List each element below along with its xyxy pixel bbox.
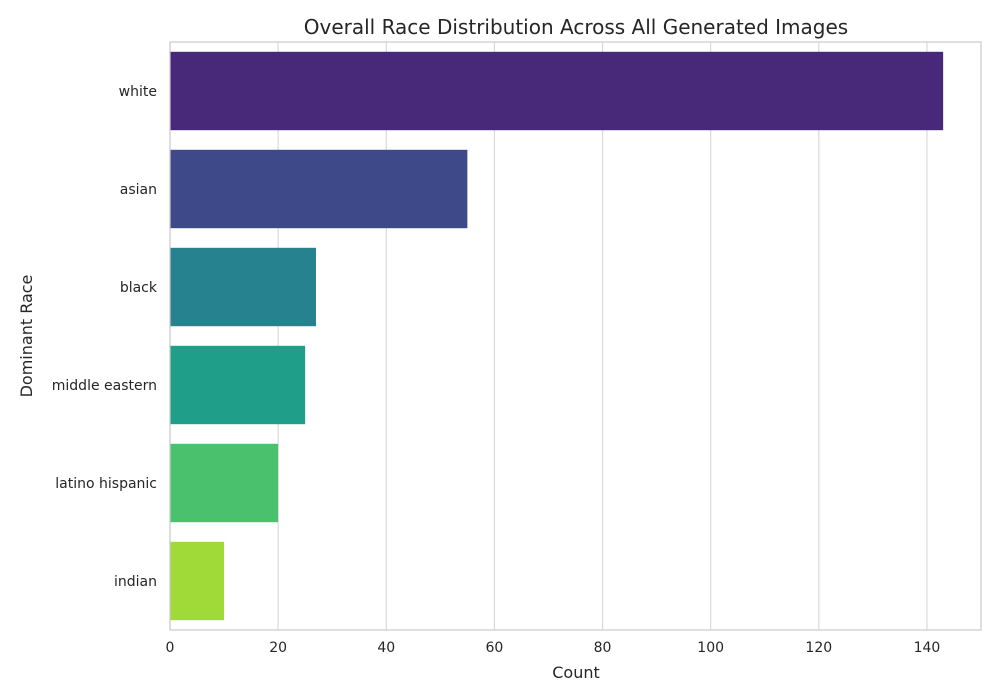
plot-frame: [169, 41, 982, 631]
chart-title: Overall Race Distribution Across All Gen…: [304, 15, 848, 39]
y-tick-label-white: white: [119, 84, 157, 100]
y-tick-label-asian: asian: [120, 182, 157, 198]
x-tick-label-40: 40: [377, 640, 395, 656]
x-axis-label: Count: [552, 663, 600, 682]
bar-asian: [170, 149, 468, 229]
bar-white: [170, 51, 944, 131]
x-tick-label-20: 20: [269, 640, 287, 656]
bar-latino-hispanic: [170, 443, 279, 523]
x-tick-label-100: 100: [697, 640, 724, 656]
x-tick-label-120: 120: [805, 640, 832, 656]
grid-lines: [169, 42, 928, 630]
bar-black: [170, 247, 316, 327]
y-tick-label-black: black: [120, 280, 158, 296]
bar-middle-eastern: [170, 345, 306, 425]
y-tick-label-latino-hispanic: latino hispanic: [55, 476, 157, 492]
y-axis-label: Dominant Race: [17, 275, 36, 398]
bars: [170, 51, 944, 621]
y-tick-label-middle-eastern: middle eastern: [52, 378, 157, 394]
x-tick-label-140: 140: [914, 640, 941, 656]
x-tick-label-60: 60: [485, 640, 503, 656]
y-tick-label-indian: indian: [114, 574, 157, 590]
x-tick-label-0: 0: [166, 640, 175, 656]
x-tick-label-80: 80: [594, 640, 612, 656]
bar-indian: [170, 541, 225, 621]
x-tick-labels: 0 20 40 60 80 100 120 140: [166, 640, 941, 656]
y-tick-labels: white asian black middle eastern latino hisp…: [52, 84, 158, 590]
